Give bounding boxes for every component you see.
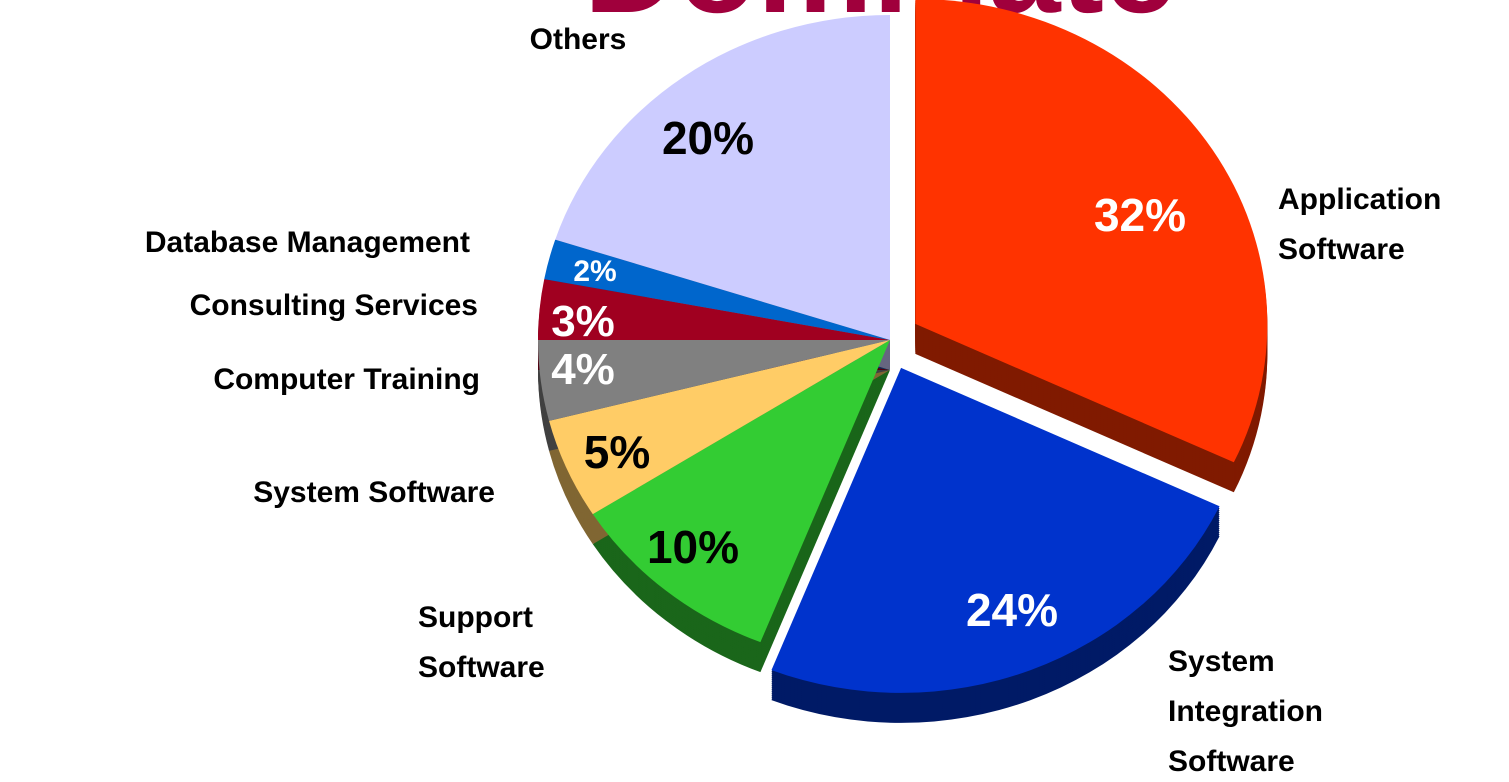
category-label: Support Software [418,601,545,684]
value-label: 5% [583,426,651,478]
slice [538,279,890,340]
value-label: 4% [551,345,615,394]
category-label: Consulting Services [189,289,478,322]
value-label: 2% [573,255,617,288]
category-label: Others [529,23,627,56]
category-label: Database Management [144,226,470,259]
value-label: 32% [1093,189,1187,241]
slice [544,239,890,340]
category-label: Application Software [1278,183,1442,266]
slice [549,340,890,515]
value-label: 24% [965,584,1059,636]
category-label: System Software [253,476,495,509]
category-label: System Integration Software [1168,645,1323,778]
slice [915,0,1268,463]
slice [555,15,890,340]
slice [771,367,1220,693]
value-label: 10% [646,521,740,573]
category-label: Computer Training [213,363,480,396]
slice [538,340,890,421]
value-label: 3% [551,297,615,346]
slice [592,340,890,643]
value-label: 20% [661,112,755,164]
